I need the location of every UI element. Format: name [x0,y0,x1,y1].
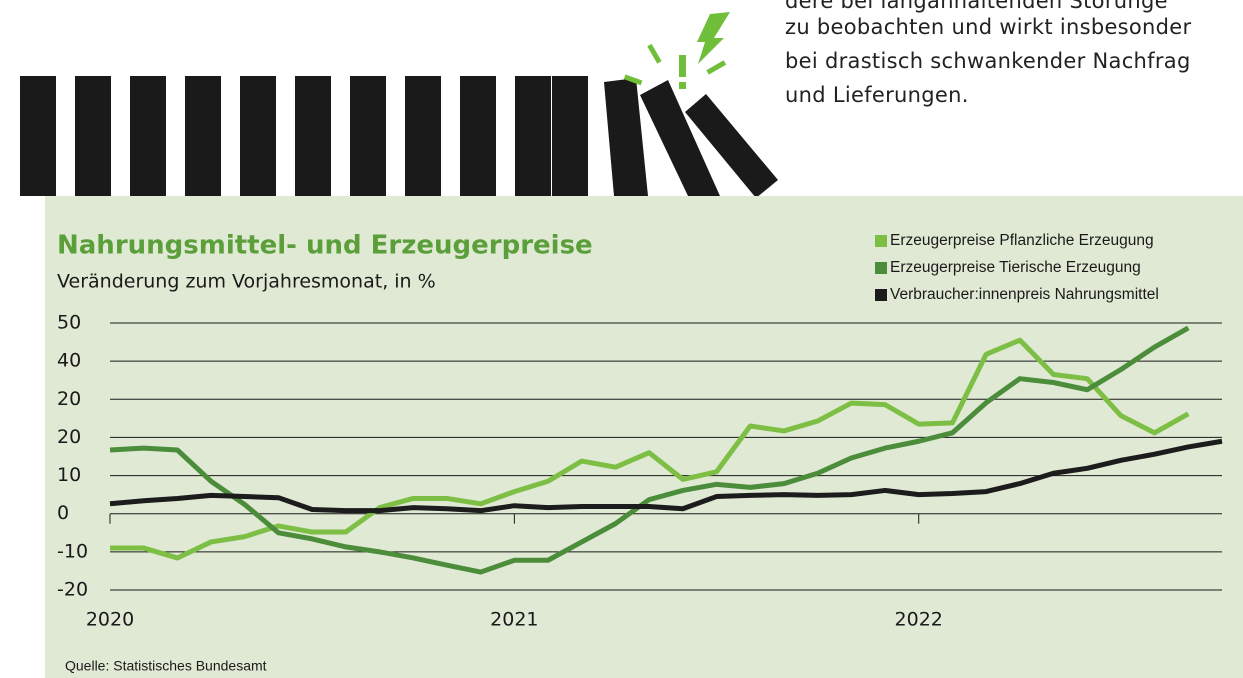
legend-swatch [875,235,887,247]
y-tick-label: 0 [57,502,69,524]
legend-swatch [875,289,887,301]
x-tick-label: 2021 [490,609,538,631]
y-tick-label: 20 [57,388,81,410]
y-tick-label: -10 [57,540,88,562]
y-tick-label: 40 [57,350,81,372]
article-line: zu beobachten und wirkt insbesonder [785,15,1192,39]
legend-label: Verbraucher:innenpreis Nahrungsmittel [890,286,1159,303]
chart-title: Nahrungsmittel- und Erzeugerpreise [57,231,593,261]
article-line: dere bei langanhaltenden Störunge [785,0,1168,13]
legend-label: Erzeugerpreise Tierische Erzeugung [890,259,1141,276]
source: Quelle: Statistisches Bundesamt [65,658,267,674]
y-tick-label: 50 [57,312,81,334]
stripes-graphic [20,76,778,198]
series-line [109,325,1190,575]
legend-swatch [875,262,887,274]
series-line [109,438,1223,514]
legend-label: Erzeugerpreise Pflanzliche Erzeugung [890,232,1154,249]
series-line [110,337,1190,561]
article-line: und Lieferungen. [785,83,969,107]
x-tick-label: 2022 [895,609,943,631]
chart-subtitle: Veränderung zum Vorjahresmonat, in % [57,271,436,293]
alert-icon [623,12,730,89]
article-line: bei drastisch schwankender Nachfrag [785,49,1191,73]
y-tick-label: -20 [57,579,88,601]
x-tick-label: 2020 [86,609,134,631]
y-tick-label: 20 [57,426,81,448]
y-tick-label: 10 [57,464,81,486]
